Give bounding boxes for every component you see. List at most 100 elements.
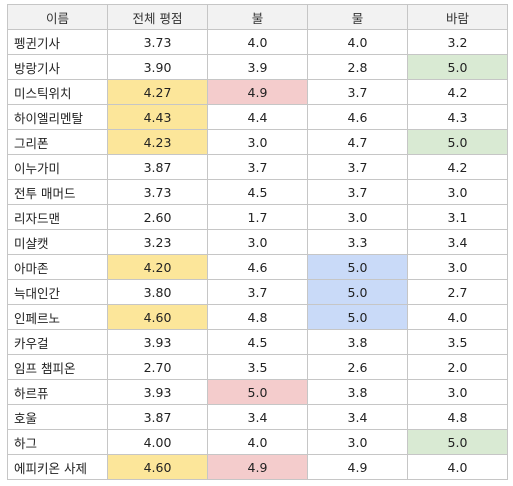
cell-water[interactable]: 3.0 — [307, 429, 408, 455]
cell-name[interactable]: 그리폰 — [7, 129, 108, 155]
table-row: 이누가미 3.87 3.7 3.7 4.2 — [7, 154, 508, 180]
cell-overall[interactable]: 4.23 — [107, 129, 208, 155]
cell-fire[interactable]: 4.8 — [207, 304, 308, 330]
cell-name[interactable]: 하그 — [7, 429, 108, 455]
cell-wind[interactable]: 3.1 — [407, 204, 508, 230]
cell-overall[interactable]: 3.80 — [107, 279, 208, 305]
cell-fire[interactable]: 3.5 — [207, 354, 308, 380]
cell-wind[interactable]: 3.0 — [407, 179, 508, 205]
cell-overall[interactable]: 4.20 — [107, 254, 208, 280]
cell-water[interactable]: 3.8 — [307, 329, 408, 355]
cell-overall[interactable]: 3.93 — [107, 329, 208, 355]
header-name[interactable]: 이름 — [7, 4, 108, 30]
cell-name[interactable]: 미샬캣 — [7, 229, 108, 255]
cell-fire[interactable]: 3.0 — [207, 229, 308, 255]
cell-name[interactable]: 하르퓨 — [7, 379, 108, 405]
cell-fire[interactable]: 4.4 — [207, 104, 308, 130]
cell-wind[interactable]: 4.2 — [407, 154, 508, 180]
cell-fire[interactable]: 3.9 — [207, 54, 308, 80]
cell-fire[interactable]: 3.4 — [207, 404, 308, 430]
header-overall[interactable]: 전체 평점 — [107, 4, 208, 30]
cell-fire[interactable]: 4.6 — [207, 254, 308, 280]
cell-fire[interactable]: 5.0 — [207, 379, 308, 405]
cell-overall[interactable]: 4.27 — [107, 79, 208, 105]
header-water[interactable]: 물 — [307, 4, 408, 30]
cell-name[interactable]: 이누가미 — [7, 154, 108, 180]
cell-name[interactable]: 미스틱위치 — [7, 79, 108, 105]
cell-name[interactable]: 호울 — [7, 404, 108, 430]
cell-fire[interactable]: 1.7 — [207, 204, 308, 230]
cell-fire[interactable]: 4.9 — [207, 454, 308, 480]
cell-wind[interactable]: 3.2 — [407, 29, 508, 55]
cell-wind[interactable]: 4.0 — [407, 304, 508, 330]
cell-water[interactable]: 5.0 — [307, 304, 408, 330]
table-row: 에피키온 사제 4.60 4.9 4.9 4.0 — [7, 454, 508, 480]
table-row: 아마존 4.20 4.6 5.0 3.0 — [7, 254, 508, 280]
cell-wind[interactable]: 5.0 — [407, 54, 508, 80]
cell-overall[interactable]: 2.60 — [107, 204, 208, 230]
cell-overall[interactable]: 3.23 — [107, 229, 208, 255]
table-row: 호울 3.87 3.4 3.4 4.8 — [7, 404, 508, 430]
cell-wind[interactable]: 5.0 — [407, 129, 508, 155]
cell-overall[interactable]: 3.73 — [107, 179, 208, 205]
cell-wind[interactable]: 3.0 — [407, 254, 508, 280]
cell-overall[interactable]: 4.00 — [107, 429, 208, 455]
cell-wind[interactable]: 4.3 — [407, 104, 508, 130]
cell-overall[interactable]: 3.73 — [107, 29, 208, 55]
cell-name[interactable]: 하이엘리멘탈 — [7, 104, 108, 130]
header-wind[interactable]: 바람 — [407, 4, 508, 30]
cell-water[interactable]: 3.0 — [307, 204, 408, 230]
cell-overall[interactable]: 2.70 — [107, 354, 208, 380]
cell-fire[interactable]: 3.7 — [207, 154, 308, 180]
cell-fire[interactable]: 4.5 — [207, 179, 308, 205]
cell-water[interactable]: 3.7 — [307, 179, 408, 205]
cell-wind[interactable]: 5.0 — [407, 429, 508, 455]
cell-water[interactable]: 2.8 — [307, 54, 408, 80]
cell-overall[interactable]: 4.43 — [107, 104, 208, 130]
cell-fire[interactable]: 4.5 — [207, 329, 308, 355]
cell-name[interactable]: 에피키온 사제 — [7, 454, 108, 480]
cell-water[interactable]: 5.0 — [307, 254, 408, 280]
cell-wind[interactable]: 4.2 — [407, 79, 508, 105]
cell-overall[interactable]: 4.60 — [107, 454, 208, 480]
cell-name[interactable]: 카우걸 — [7, 329, 108, 355]
cell-wind[interactable]: 3.4 — [407, 229, 508, 255]
cell-wind[interactable]: 4.0 — [407, 454, 508, 480]
cell-fire[interactable]: 4.0 — [207, 429, 308, 455]
cell-name[interactable]: 펭귄기사 — [7, 29, 108, 55]
cell-name[interactable]: 인페르노 — [7, 304, 108, 330]
cell-water[interactable]: 3.7 — [307, 154, 408, 180]
cell-wind[interactable]: 2.7 — [407, 279, 508, 305]
cell-name[interactable]: 아마존 — [7, 254, 108, 280]
cell-water[interactable]: 4.7 — [307, 129, 408, 155]
cell-overall[interactable]: 3.93 — [107, 379, 208, 405]
cell-name[interactable]: 임프 챔피온 — [7, 354, 108, 380]
cell-name[interactable]: 전투 매머드 — [7, 179, 108, 205]
table-row: 하그 4.00 4.0 3.0 5.0 — [7, 429, 508, 455]
cell-overall[interactable]: 4.60 — [107, 304, 208, 330]
cell-water[interactable]: 3.7 — [307, 79, 408, 105]
cell-water[interactable]: 3.3 — [307, 229, 408, 255]
cell-wind[interactable]: 3.0 — [407, 379, 508, 405]
header-fire[interactable]: 불 — [207, 4, 308, 30]
cell-fire[interactable]: 3.7 — [207, 279, 308, 305]
cell-water[interactable]: 4.6 — [307, 104, 408, 130]
cell-fire[interactable]: 4.0 — [207, 29, 308, 55]
cell-fire[interactable]: 3.0 — [207, 129, 308, 155]
cell-wind[interactable]: 4.8 — [407, 404, 508, 430]
cell-fire[interactable]: 4.9 — [207, 79, 308, 105]
cell-water[interactable]: 2.6 — [307, 354, 408, 380]
cell-water[interactable]: 4.9 — [307, 454, 408, 480]
cell-name[interactable]: 리자드맨 — [7, 204, 108, 230]
cell-overall[interactable]: 3.87 — [107, 154, 208, 180]
cell-name[interactable]: 늑대인간 — [7, 279, 108, 305]
cell-overall[interactable]: 3.87 — [107, 404, 208, 430]
cell-water[interactable]: 3.8 — [307, 379, 408, 405]
cell-water[interactable]: 5.0 — [307, 279, 408, 305]
cell-overall[interactable]: 3.90 — [107, 54, 208, 80]
cell-water[interactable]: 4.0 — [307, 29, 408, 55]
cell-water[interactable]: 3.4 — [307, 404, 408, 430]
cell-wind[interactable]: 3.5 — [407, 329, 508, 355]
cell-name[interactable]: 방랑기사 — [7, 54, 108, 80]
cell-wind[interactable]: 2.0 — [407, 354, 508, 380]
